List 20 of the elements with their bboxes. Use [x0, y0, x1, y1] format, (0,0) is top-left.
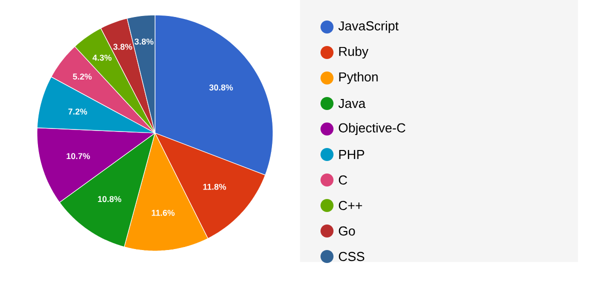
- data-label: 4.3%: [92, 54, 112, 61]
- legend-label: Python: [339, 72, 378, 84]
- legend-label: C++: [338, 200, 362, 210]
- data-label: 10.7%: [66, 153, 90, 160]
- legend-label: Objective-C: [338, 122, 406, 136]
- data-label: 5.2%: [72, 74, 92, 80]
- data-label: 10.8%: [98, 196, 122, 202]
- data-label: 30.8%: [209, 84, 233, 90]
- legend-label: CSS: [338, 252, 364, 262]
- data-label: 11.6%: [152, 210, 175, 216]
- data-label: 3.8%: [113, 44, 132, 50]
- data-label: 3.8%: [134, 38, 154, 45]
- legend-label: Ruby: [339, 46, 368, 59]
- legend-label: Java: [338, 98, 366, 108]
- data-label: 7.2%: [68, 108, 88, 115]
- legend-label: C: [338, 175, 348, 185]
- legend-label: Go: [338, 226, 355, 236]
- data-label: 11.8%: [203, 184, 226, 190]
- legend-label: PHP: [339, 150, 364, 159]
- legend-label: JavaScript: [338, 20, 399, 34]
